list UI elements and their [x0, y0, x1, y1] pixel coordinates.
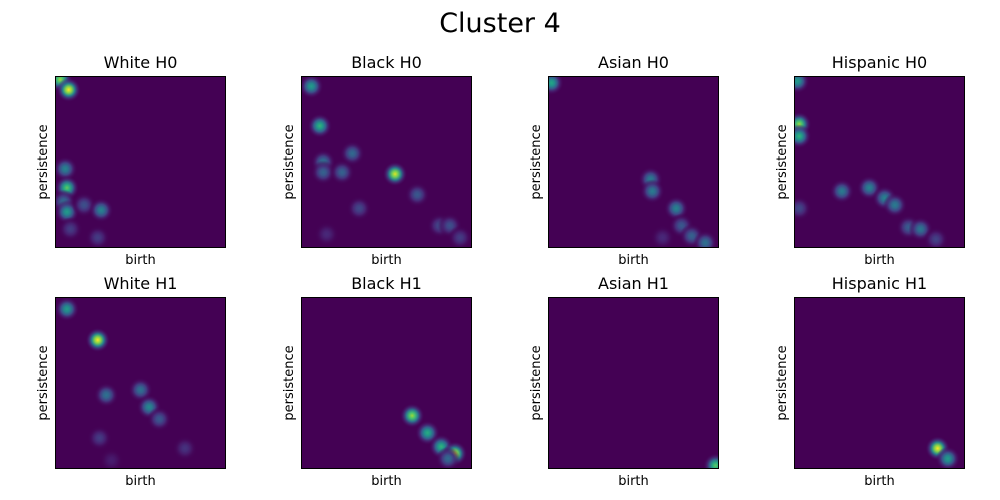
heatmap-background	[548, 76, 719, 248]
axes-frame	[794, 76, 965, 248]
panel-title: Asian H0	[598, 53, 669, 72]
heatmap-blobs	[55, 297, 197, 469]
heatmap-background	[794, 76, 965, 248]
heatmap-peak	[89, 198, 114, 223]
heatmap-peak	[314, 222, 339, 247]
heatmap-blobs	[55, 76, 114, 248]
panel-title: Black H1	[351, 274, 422, 293]
heatmap-peak	[85, 328, 110, 352]
heatmap-peak	[55, 156, 78, 181]
heatmap-peak	[794, 124, 812, 149]
panel-title: Black H0	[351, 53, 422, 72]
axes-frame	[548, 297, 719, 469]
panel-1: Black H0 birth persistence	[282, 53, 472, 268]
heatmap-peak	[405, 182, 430, 207]
y-axis-label: persistence	[282, 124, 297, 199]
heatmap-peak	[55, 297, 79, 322]
heatmap-peak	[640, 179, 665, 204]
heatmap-peak	[311, 160, 336, 185]
panel-title: Hispanic H1	[832, 274, 927, 293]
heatmap-blobs	[703, 453, 719, 469]
heatmap-peak	[147, 407, 172, 432]
axes-frame	[301, 76, 472, 248]
heatmap-blobs	[794, 76, 948, 248]
heatmap-peak	[85, 225, 110, 248]
panel-2: Asian H0 birth persistence	[529, 53, 719, 268]
y-axis-label: persistence	[36, 124, 51, 199]
x-axis-label: birth	[618, 253, 649, 268]
panel-5: Black H1 birth persistence	[282, 274, 472, 489]
axes-frame	[794, 297, 965, 469]
heatmap-peak	[99, 448, 124, 469]
heatmap-peak	[400, 403, 425, 428]
heatmap-peak	[882, 193, 907, 217]
y-axis-label: persistence	[36, 345, 51, 420]
heatmap-blobs	[301, 76, 472, 248]
panel-7: Hispanic H1 birth persistence	[775, 274, 965, 489]
heatmap-peak	[794, 196, 812, 221]
heatmap-peak	[935, 446, 960, 469]
y-axis-label: persistence	[529, 345, 544, 420]
panels: White H0 birth persistence Black H0 birth per…	[36, 53, 965, 489]
y-axis-label: persistence	[282, 345, 297, 420]
figure-title: Cluster 4	[439, 8, 561, 39]
y-axis-label: persistence	[529, 124, 544, 199]
heatmap-peak	[87, 426, 112, 451]
panel-4: White H1 birth persistence	[36, 274, 226, 489]
axes-frame	[55, 76, 226, 248]
y-axis-label: persistence	[775, 124, 790, 199]
heatmap-peak	[829, 179, 854, 204]
panel-title: White H1	[104, 274, 178, 293]
heatmap-peak	[58, 217, 83, 242]
panel-6: Asian H1 birth persistence	[529, 274, 719, 489]
heatmap-peak	[172, 436, 197, 461]
panel-title: White H0	[104, 53, 178, 72]
x-axis-label: birth	[371, 474, 402, 489]
axes-frame	[301, 297, 472, 469]
panel-3: Hispanic H0 birth persistence	[775, 53, 965, 268]
heatmap-peak	[436, 446, 461, 469]
x-axis-label: birth	[618, 474, 649, 489]
x-axis-label: birth	[371, 253, 402, 268]
heatmap-peak	[340, 141, 365, 166]
heatmap-peak	[548, 76, 564, 95]
x-axis-label: birth	[125, 474, 156, 489]
heatmap-peak	[301, 76, 324, 99]
panel-title: Asian H1	[598, 274, 669, 293]
heatmap-blobs	[548, 76, 718, 248]
x-axis-label: birth	[864, 474, 895, 489]
heatmap-blobs	[400, 403, 467, 469]
heatmap-peak	[347, 196, 372, 221]
heatmap-peak	[383, 162, 408, 187]
axes-frame	[55, 297, 226, 469]
panel-0: White H0 birth persistence	[36, 53, 226, 268]
y-axis-label: persistence	[775, 345, 790, 420]
heatmap-background	[548, 297, 719, 469]
heatmap-peak	[94, 383, 119, 408]
heatmap-peak	[330, 160, 355, 185]
panel-title: Hispanic H0	[832, 53, 927, 72]
heatmap-blobs	[925, 436, 960, 469]
axes-frame	[548, 76, 719, 248]
heatmap-peak	[56, 77, 81, 102]
heatmap-peak	[650, 225, 675, 248]
heatmap-background	[55, 76, 226, 248]
heatmap-peak	[923, 227, 948, 248]
heatmap-peak	[693, 230, 718, 248]
x-axis-label: birth	[864, 253, 895, 268]
x-axis-label: birth	[125, 253, 156, 268]
heatmap-peak	[703, 453, 719, 469]
heatmap-peak	[448, 225, 472, 248]
heatmap-peak	[794, 76, 810, 94]
heatmap-peak	[307, 113, 332, 138]
